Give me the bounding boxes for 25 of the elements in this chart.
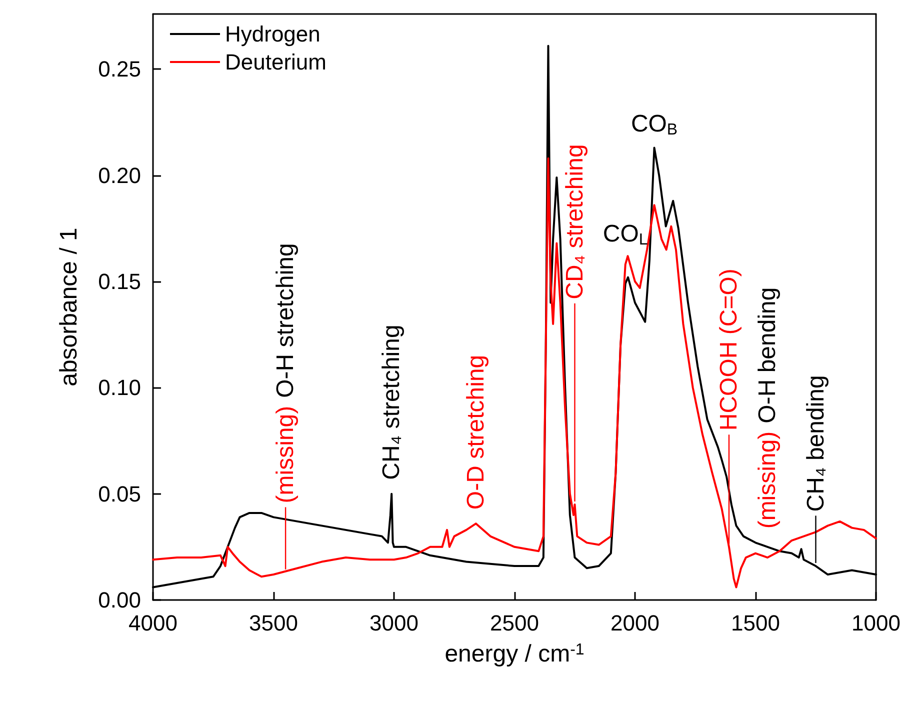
legend-label: Deuterium [225,50,326,74]
annotation: (missing) [272,406,300,504]
annotation: HCOOH (C=O) [715,268,742,431]
y-tick-label: 0.10 [98,375,141,400]
x-tick-label: 3000 [370,610,418,636]
legend-label: Hydrogen [225,22,320,46]
y-tick-label: 0.15 [98,269,141,294]
annotation: (missing) [754,431,782,529]
y-tick-label: 0.20 [98,162,141,188]
x-tick-label: 1500 [731,610,780,636]
annotation: O-H bending [754,287,782,424]
y-tick-label: 0.25 [98,56,141,82]
y-axis-title: absorbance / 1 [56,228,82,386]
x-tick-label: 4000 [128,610,178,636]
x-tick-label: 2000 [610,610,660,636]
annotation: CD₄ stretching [561,144,588,300]
x-tick-label: 2500 [490,610,539,636]
x-tick-label: 3500 [249,610,298,636]
annotation: O-D stretching [462,354,490,510]
x-tick-label: 1000 [852,610,900,636]
annotation: CH₄ stretching [378,324,406,480]
y-tick-label: 0.05 [98,481,141,506]
annotation: CH₄ bending [802,375,830,512]
annotation: O-H stretching [272,243,300,398]
y-tick-label: 0.00 [98,588,141,612]
